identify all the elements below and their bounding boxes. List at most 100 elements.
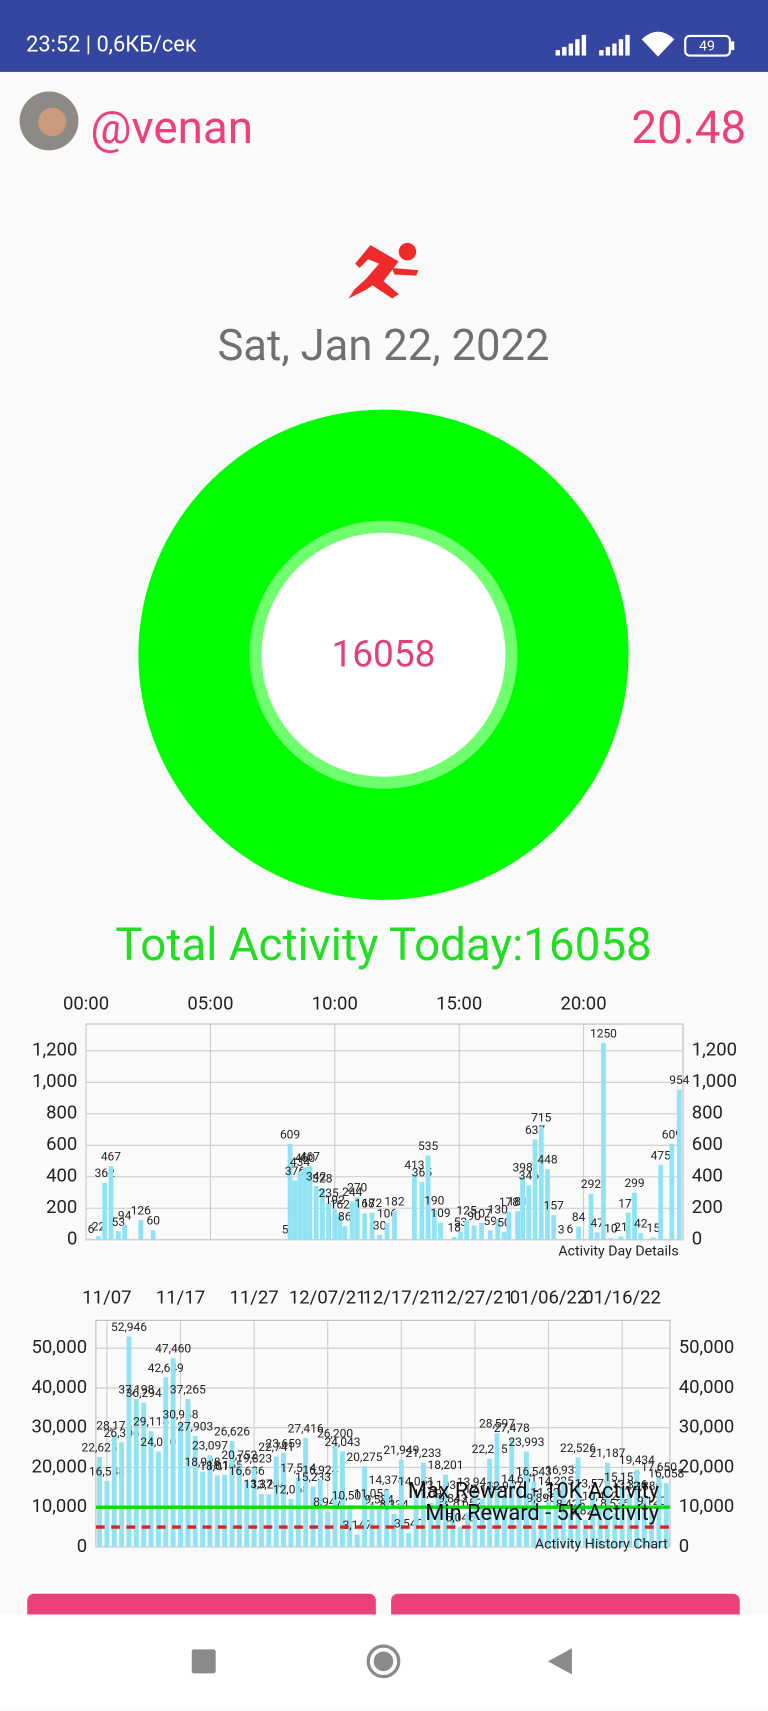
bar [458,1231,463,1239]
bar [601,1043,606,1240]
bar [399,1460,404,1547]
status-time: 23:52 | 0,6КБ/сек [26,33,197,58]
battery-level: 49 [699,39,715,55]
data-label: 20,275 [347,1450,383,1464]
bar [325,1511,330,1547]
bar [658,1165,663,1240]
data-label: 30 [373,1218,387,1232]
bar [259,1494,264,1547]
y2-tick-label: 50,000 [679,1336,735,1358]
bar [138,1220,143,1240]
bar [156,1451,161,1546]
bar [669,1144,674,1240]
bar [502,1232,507,1240]
x-tick-label: 01/16/22 [583,1286,661,1308]
bar [626,1213,631,1240]
bar [362,1213,367,1239]
y2-tick-label: 600 [692,1133,723,1155]
bar [638,1233,643,1240]
bar [298,1171,303,1239]
data-label: 3 [558,1223,565,1237]
x-tick-label: 11/27 [229,1286,278,1308]
bar [520,1177,525,1240]
bar [193,1436,198,1547]
bar [342,1226,347,1240]
data-label: 467 [300,1150,320,1164]
data-label: 52,946 [111,1320,147,1334]
y2-tick-label: 0 [679,1535,689,1557]
data-label: 299 [624,1176,644,1190]
bar [595,1232,600,1239]
y2-tick-label: 800 [692,1102,723,1124]
ring-value: 16058 [331,634,435,677]
data-label: 42,649 [148,1361,184,1375]
data-label: 37,265 [170,1382,206,1396]
date: Sat, Jan 22, 2022 [217,320,549,371]
y2-tick-label: 40,000 [679,1376,735,1398]
bar [567,1239,572,1240]
bar [677,1090,682,1240]
data-label: 21 [614,1220,627,1234]
data-label: 8,334 [379,1497,409,1511]
x-tick-label: 00:00 [63,992,109,1014]
data-label: 26,626 [214,1425,250,1439]
runner-icon [349,243,419,299]
bar [618,1236,623,1239]
data-label: 954 [669,1073,689,1087]
bar [406,1533,411,1547]
data-label: 24,043 [324,1435,360,1449]
username[interactable]: @venan [90,102,253,155]
bar [392,1211,397,1240]
bar [472,1226,477,1240]
bar [104,1481,109,1547]
reference-legend: Min Reward - 5K Activity [425,1501,659,1526]
bar [151,1230,156,1239]
data-label: 23,659 [266,1436,302,1450]
y-tick-label: 10,000 [32,1495,88,1517]
y-tick-label: 40,000 [32,1376,88,1398]
data-label: 292 [581,1177,601,1191]
chart-description: Activity History Chart [535,1537,668,1553]
bar [332,1210,337,1240]
bar [112,1435,117,1547]
bar [515,1211,520,1239]
data-label: 27,478 [494,1421,530,1435]
bar [296,1477,301,1547]
bar [293,1181,298,1240]
nav-recents[interactable] [192,1649,216,1673]
bar [89,1239,94,1240]
x-tick-label: 12/27/21 [436,1286,514,1308]
y2-tick-label: 0 [692,1228,702,1250]
bar [274,1457,279,1547]
data-label: 467 [101,1150,121,1164]
y-tick-label: 200 [46,1196,77,1218]
data-label: 182 [384,1195,404,1209]
chart-description: Activity Day Details [558,1243,678,1259]
data-label: 328 [312,1172,332,1186]
data-label: 23,993 [508,1435,544,1449]
x-tick-label: 12/07/21 [289,1286,367,1308]
data-label: 15 [646,1221,660,1235]
data-label: 715 [531,1111,551,1125]
y2-tick-label: 30,000 [679,1416,735,1438]
x-tick-label: 11/07 [82,1286,131,1308]
bar [412,1175,417,1240]
y-tick-label: 1,200 [32,1039,77,1061]
y-tick-label: 30,000 [32,1416,88,1438]
bar [438,1223,443,1240]
data-label: 1250 [590,1026,617,1040]
y2-tick-label: 20,000 [679,1455,735,1477]
bar [452,1237,457,1240]
y2-tick-label: 1,000 [692,1070,737,1092]
y-tick-label: 400 [46,1165,77,1187]
y-tick-label: 50,000 [32,1336,88,1358]
y-tick-label: 0 [77,1535,87,1557]
y2-tick-label: 1,200 [692,1039,737,1061]
x-tick-label: 20:00 [561,992,607,1014]
data-label: 475 [651,1148,671,1162]
y2-tick-label: 400 [692,1165,723,1187]
data-label: 109 [430,1206,450,1220]
